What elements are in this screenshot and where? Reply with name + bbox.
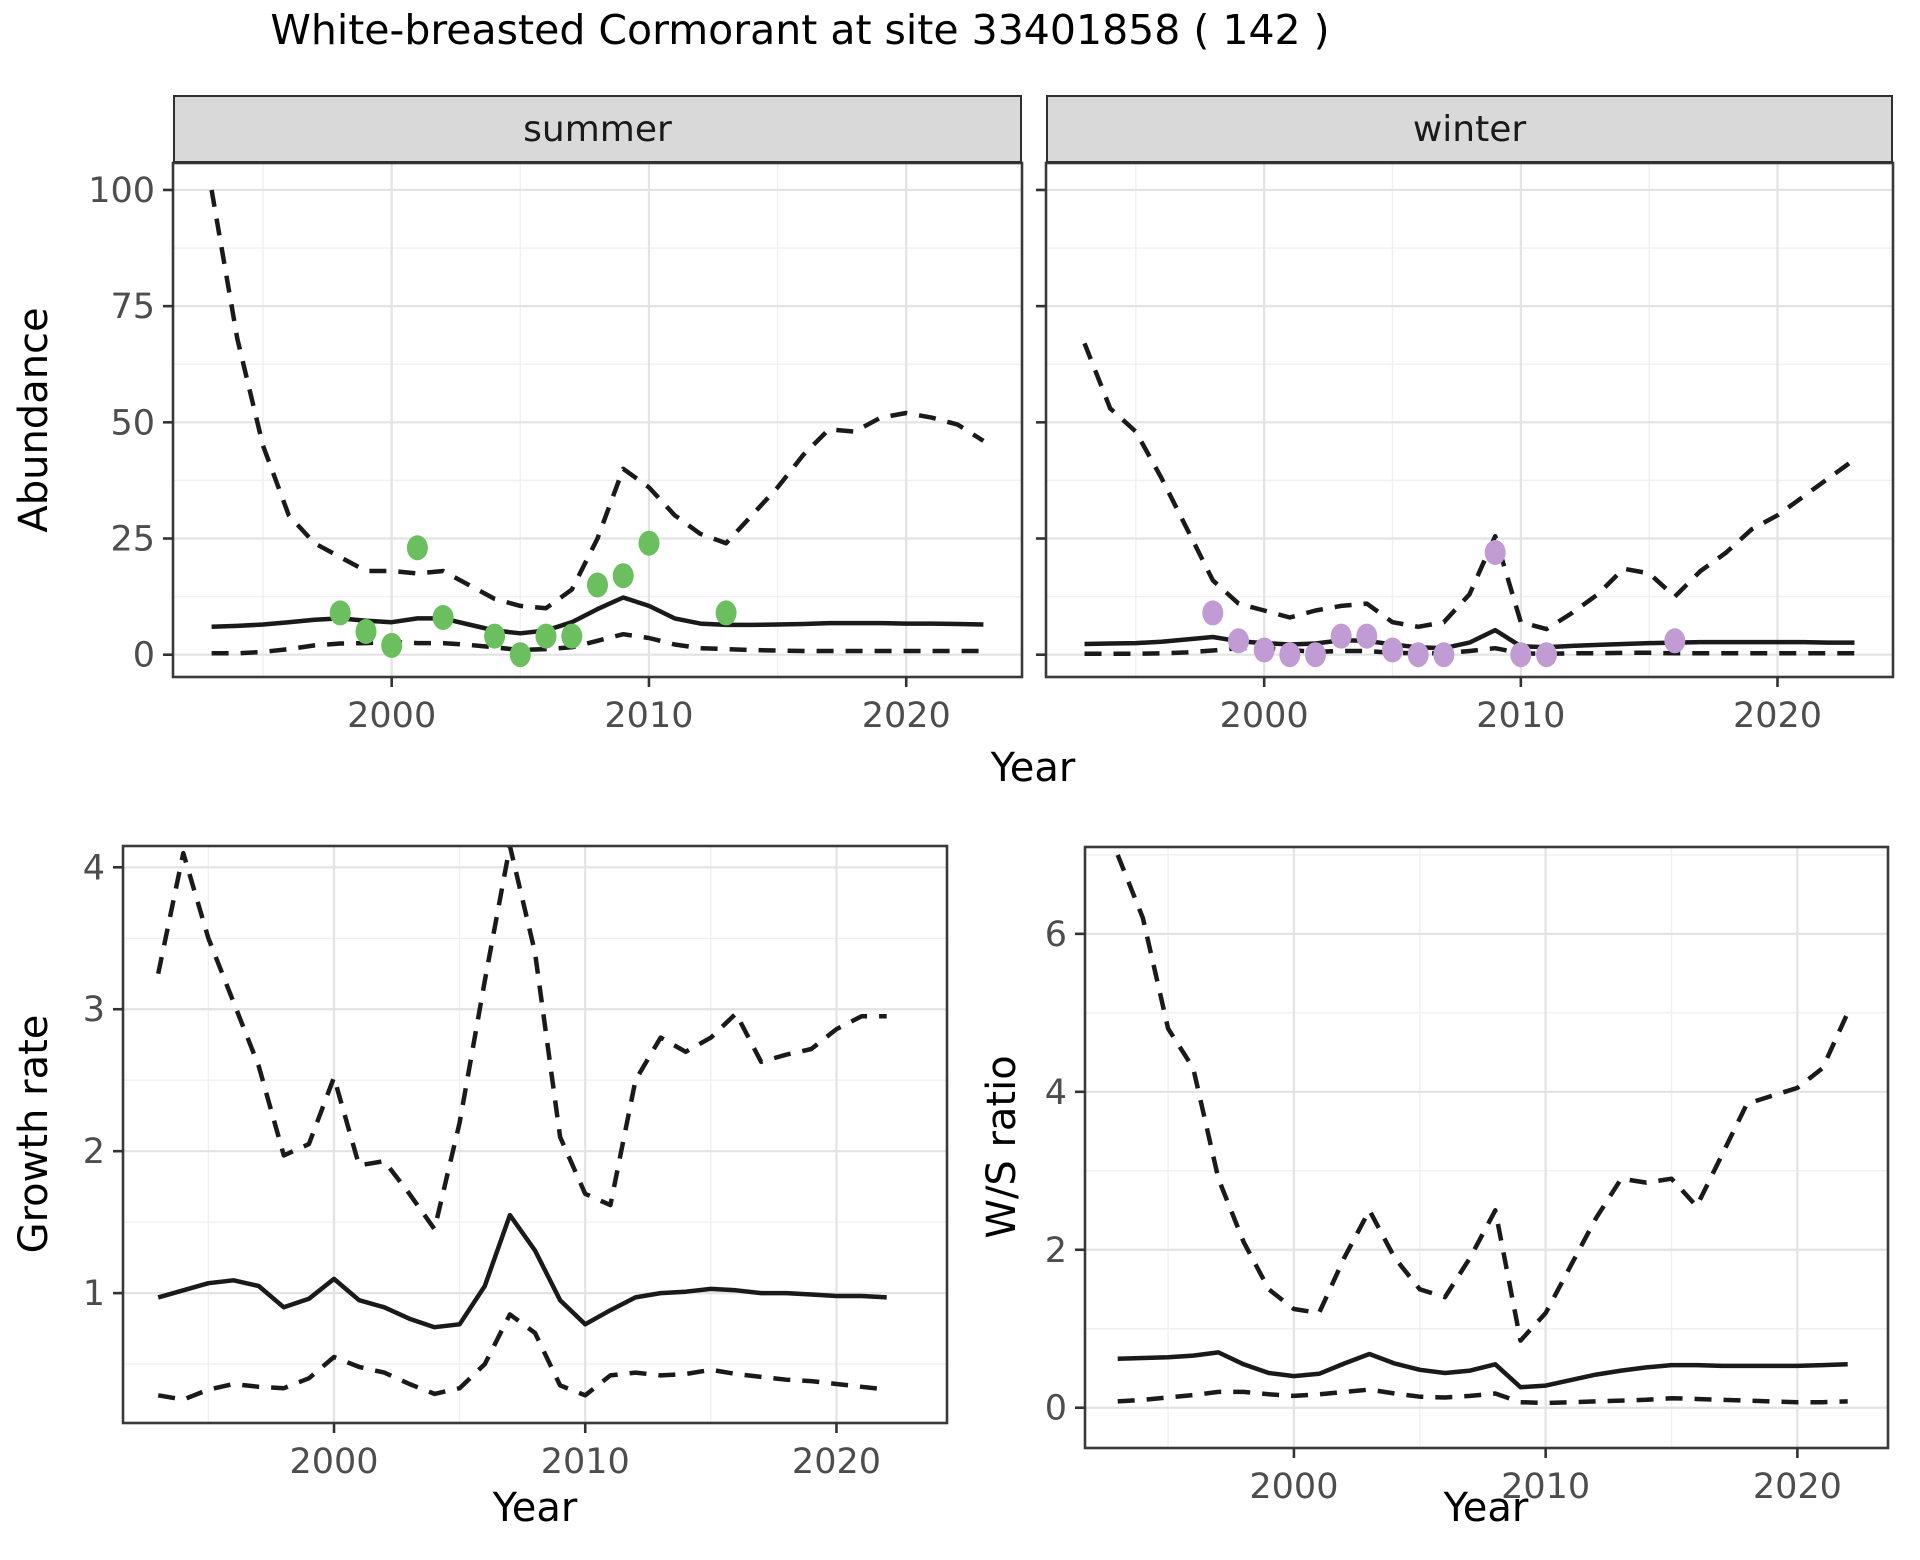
chart-title: White-breasted Cormorant at site 3340185… [270, 6, 1330, 54]
observed-winter-counts-point [1202, 600, 1224, 626]
panel-border [171, 161, 1024, 679]
observed-winter-counts-point [1279, 642, 1301, 668]
x-tick-label: 2020 [1733, 696, 1822, 736]
growth-rate-median-line [157, 1212, 887, 1330]
x-tick-label: 2020 [862, 696, 951, 736]
observed-summer-counts-point [484, 623, 506, 649]
panel-background [1046, 163, 1893, 677]
observed-winter-counts-point [1228, 628, 1249, 654]
facet-strip-summer-label: summer [523, 108, 672, 150]
facet-strip-summer: summer [173, 95, 1022, 163]
y-tick-label: 100 [88, 171, 155, 211]
x-axis-title-year-bottom-right: Year [1443, 1485, 1529, 1531]
abundance-winter-median-line [1084, 627, 1855, 651]
y-tick-label: 3 [83, 990, 105, 1030]
observed-summer-counts-point [587, 572, 608, 598]
abundance-winter-upper_95ci-line [1082, 342, 1856, 632]
observed-winter-counts-point [1305, 642, 1326, 668]
growth-rate-lower_95ci-line [157, 1312, 887, 1402]
panel-background [173, 163, 1022, 677]
ws-ratio-median-line [1117, 1350, 1848, 1390]
y-tick-label: 4 [83, 848, 105, 888]
panel-border [121, 844, 949, 1425]
observed-winter-counts-point [1253, 637, 1275, 663]
x-axis-title-year-bottom-left: Year [492, 1485, 578, 1531]
y-tick-label: 0 [1045, 1389, 1067, 1429]
y-tick-label: 1 [83, 1274, 105, 1314]
observed-summer-counts-point [355, 619, 377, 644]
y-tick-label: 2 [1045, 1231, 1067, 1271]
abundance-summer-upper_95ci-line [209, 189, 985, 611]
y-axis-title-ws-ratio: W/S ratio [979, 1055, 1025, 1239]
observed-winter-counts-point [1407, 642, 1429, 668]
x-tick-label: 2010 [604, 696, 693, 736]
panel-border [1083, 845, 1890, 1450]
y-axis-title-growth-rate: Growth rate [11, 1014, 57, 1254]
y-tick-label: 75 [110, 287, 155, 327]
panel-growth-rate: 2000 2010 2020 1 2 3 4 [83, 844, 949, 1482]
panel-abundance-winter: 2000 2010 2020 [1036, 161, 1895, 736]
x-axis-title-year-top: Year [990, 745, 1076, 791]
y-tick-label: 0 [133, 636, 155, 676]
y-tick-label: 6 [1045, 915, 1067, 955]
observed-summer-counts-point [638, 530, 660, 556]
observed-winter-counts-point [1433, 642, 1455, 668]
y-tick-label: 50 [110, 403, 155, 443]
panel-border [1044, 161, 1895, 679]
observed-summer-counts-point [612, 563, 634, 589]
observed-summer-counts-point [381, 632, 403, 658]
panel-abundance-summer: 2000 2010 2020 0 25 50 75 100 [88, 161, 1024, 736]
x-tick-label: 2020 [792, 1442, 881, 1482]
x-tick-label: 2020 [1753, 1467, 1842, 1507]
panel-background [1085, 847, 1888, 1448]
observed-winter-counts-point [1510, 642, 1532, 668]
ws-ratio-upper_95ci-line [1115, 854, 1850, 1343]
observed-summer-counts-point [715, 600, 737, 626]
observed-summer-counts-point [561, 623, 583, 649]
x-tick-label: 2010 [1476, 696, 1565, 736]
x-tick-label: 2000 [1249, 1467, 1338, 1507]
observed-winter-counts-point [1382, 637, 1403, 663]
observed-summer-counts-point [509, 642, 531, 668]
x-tick-label: 2000 [1220, 696, 1309, 736]
x-tick-label: 2000 [289, 1442, 378, 1482]
ws-ratio-lower_95ci-line [1117, 1387, 1848, 1406]
observed-winter-counts-point [1484, 540, 1506, 565]
observed-summer-counts-point [329, 600, 351, 626]
x-tick-label: 2000 [347, 696, 436, 736]
observed-summer-counts-point [535, 623, 557, 649]
x-tick-label: 2010 [1501, 1467, 1590, 1507]
observed-winter-counts-point [1664, 628, 1686, 654]
observed-summer-counts-point [432, 605, 454, 630]
y-axis-title-abundance: Abundance [11, 307, 57, 533]
abundance-summer-lower_95ci-line [211, 631, 984, 656]
observed-winter-counts-point [1356, 623, 1378, 649]
y-tick-label: 4 [1045, 1073, 1067, 1113]
observed-summer-counts-point [406, 535, 428, 561]
observed-winter-counts-point [1536, 642, 1557, 668]
x-tick-label: 2010 [541, 1442, 630, 1482]
y-tick-label: 25 [110, 520, 155, 560]
y-tick-label: 2 [83, 1132, 105, 1172]
panel-ws-ratio: 2000 2010 2020 0 2 4 6 [1045, 845, 1890, 1507]
facet-strip-winter-label: winter [1412, 108, 1527, 150]
abundance-winter-lower_95ci-line [1084, 645, 1855, 657]
panel-background [123, 846, 947, 1423]
observed-winter-counts-point [1330, 623, 1352, 649]
facet-strip-winter: winter [1046, 95, 1893, 163]
